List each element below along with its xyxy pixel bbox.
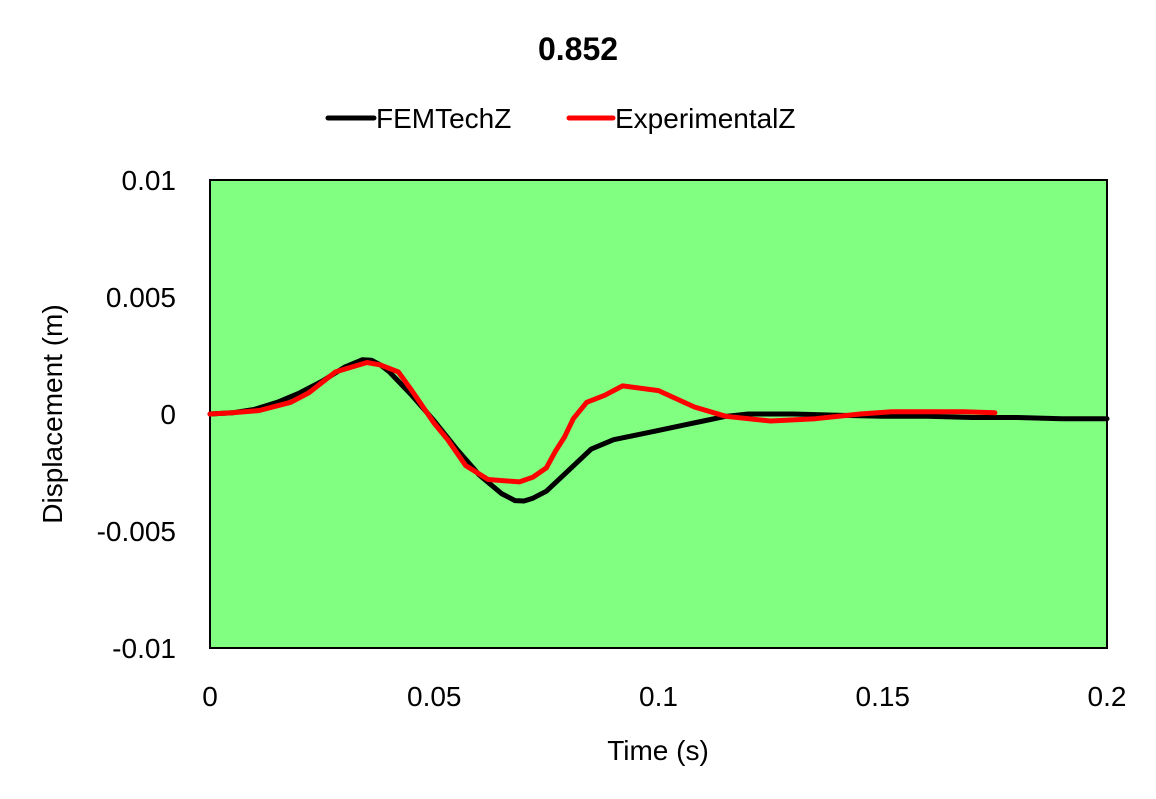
y-axis-ticks: -0.01 -0.005 0 0.005 0.01 xyxy=(97,165,176,664)
legend: FEMTechZ ExperimentalZ xyxy=(325,103,796,134)
y-tick-label: 0 xyxy=(160,399,176,430)
chart-title: 0.852 xyxy=(538,31,618,67)
x-tick-label: 0.2 xyxy=(1088,681,1127,712)
y-tick-label: -0.01 xyxy=(112,633,176,664)
y-tick-label: -0.005 xyxy=(97,516,176,547)
y-tick-label: 0.005 xyxy=(106,282,176,313)
x-tick-label: 0.1 xyxy=(639,681,678,712)
series-line-experimentalz xyxy=(207,360,998,485)
x-tick-label: 0 xyxy=(202,681,218,712)
legend-label-femtechz: FEMTechZ xyxy=(376,103,511,134)
x-tick-label: 0.05 xyxy=(407,681,462,712)
series-layer xyxy=(207,357,1110,504)
legend-label-experimentalz: ExperimentalZ xyxy=(615,103,796,134)
y-tick-label: 0.01 xyxy=(122,165,177,196)
x-tick-label: 0.15 xyxy=(856,681,911,712)
x-axis-ticks: 0 0.05 0.1 0.15 0.2 xyxy=(202,681,1126,712)
x-axis-label: Time (s) xyxy=(607,735,709,766)
y-axis-label: Displacement (m) xyxy=(37,304,68,523)
